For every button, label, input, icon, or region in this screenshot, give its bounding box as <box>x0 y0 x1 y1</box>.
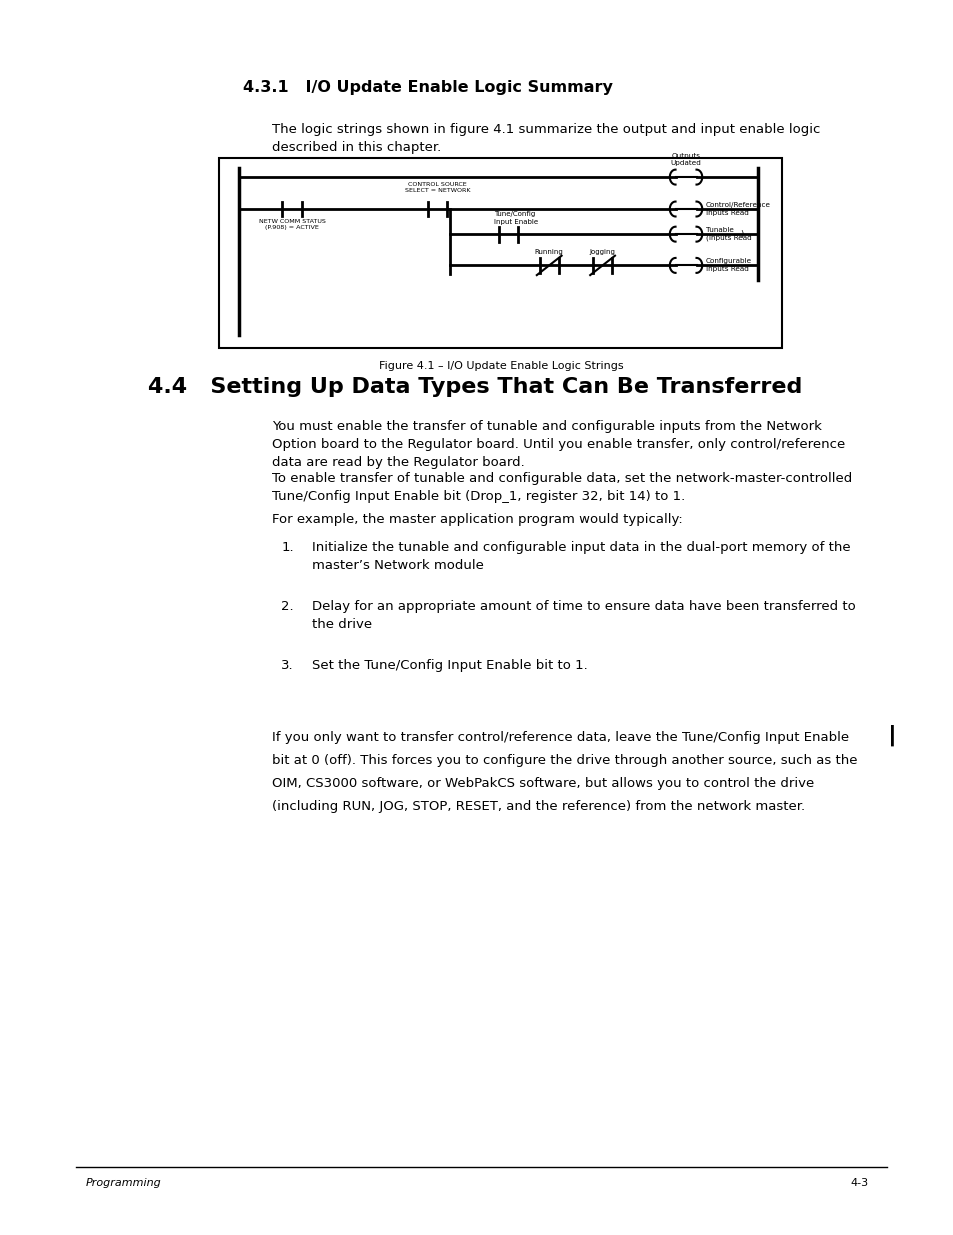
Text: For example, the master application program would typically:: For example, the master application prog… <box>272 513 682 526</box>
Text: Initialize the tunable and configurable input data in the dual-port memory of th: Initialize the tunable and configurable … <box>312 541 850 572</box>
Text: 4-3: 4-3 <box>849 1178 867 1188</box>
Text: Figure 4.1 – I/O Update Enable Logic Strings: Figure 4.1 – I/O Update Enable Logic Str… <box>378 361 622 370</box>
Text: The logic strings shown in figure 4.1 summarize the output and input enable logi: The logic strings shown in figure 4.1 su… <box>272 124 820 154</box>
Text: Outputs
Updated: Outputs Updated <box>670 153 700 167</box>
Text: Jogging: Jogging <box>589 249 615 256</box>
Text: OIM, CS3000 software, or WebPakCS software, but allows you to control the drive: OIM, CS3000 software, or WebPakCS softwa… <box>272 777 813 790</box>
Text: 4.3.1   I/O Update Enable Logic Summary: 4.3.1 I/O Update Enable Logic Summary <box>243 80 613 95</box>
Text: 3.: 3. <box>281 659 294 673</box>
Text: If you only want to transfer control/reference data, leave the Tune/Config Input: If you only want to transfer control/ref… <box>272 731 848 745</box>
Text: Configurable
Inputs Read: Configurable Inputs Read <box>705 258 751 273</box>
Text: To enable transfer of tunable and configurable data, set the network-master-cont: To enable transfer of tunable and config… <box>272 472 851 503</box>
Text: Control/Reference
Inputs Read: Control/Reference Inputs Read <box>705 203 770 216</box>
Text: 2.: 2. <box>281 600 294 614</box>
Text: ┃: ┃ <box>885 724 897 746</box>
Text: Set the Tune/Config Input Enable bit to 1.: Set the Tune/Config Input Enable bit to … <box>312 659 587 673</box>
Text: Tunable
(Inputs Read: Tunable (Inputs Read <box>705 227 751 241</box>
Text: 4.4   Setting Up Data Types That Can Be Transferred: 4.4 Setting Up Data Types That Can Be Tr… <box>148 377 801 396</box>
Text: 1.: 1. <box>281 541 294 555</box>
Text: NETW COMM STATUS
(P.908) = ACTIVE: NETW COMM STATUS (P.908) = ACTIVE <box>258 220 325 231</box>
Text: Programming: Programming <box>86 1178 161 1188</box>
Text: You must enable the transfer of tunable and configurable inputs from the Network: You must enable the transfer of tunable … <box>272 420 844 469</box>
Text: Delay for an appropriate amount of time to ensure data have been transferred to
: Delay for an appropriate amount of time … <box>312 600 855 631</box>
Text: (including RUN, JOG, STOP, RESET, and the reference) from the network master.: (including RUN, JOG, STOP, RESET, and th… <box>272 800 804 813</box>
Text: CONTROL SOURCE
SELECT = NETWORK: CONTROL SOURCE SELECT = NETWORK <box>404 183 470 194</box>
Text: Running: Running <box>535 249 563 256</box>
Text: bit at 0 (off). This forces you to configure the drive through another source, s: bit at 0 (off). This forces you to confi… <box>272 753 857 767</box>
Text: Tune/Config
Input Enable: Tune/Config Input Enable <box>494 211 537 225</box>
FancyBboxPatch shape <box>219 158 781 348</box>
Text: ): ) <box>740 230 743 238</box>
